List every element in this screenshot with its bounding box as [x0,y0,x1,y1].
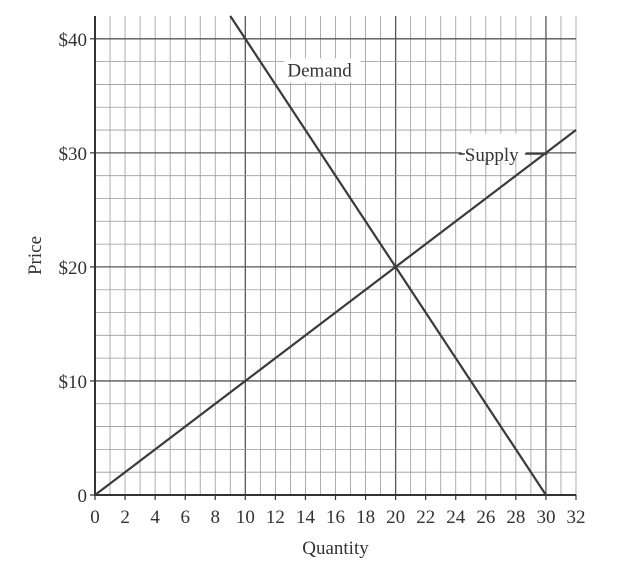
y-axis-label: Price [25,236,46,275]
x-tick-label: 24 [446,507,466,528]
x-tick-label: 10 [236,507,255,528]
x-tick-label: 14 [296,507,316,528]
grid [94,16,577,496]
y-tick-label: $10 [59,372,88,393]
y-tick-label: 0 [78,486,88,507]
demand-curve [229,15,547,496]
x-tick-label: 22 [416,507,435,528]
x-tick-label: 30 [536,507,555,528]
x-tick-label: 6 [180,507,190,528]
x-tick-label: 20 [386,507,405,528]
demand-label: Demand [287,60,352,81]
y-tick-label: $30 [59,144,88,165]
y-tick-label: $20 [59,258,88,279]
axes [90,16,577,500]
x-axis-label: Quantity [302,538,369,559]
x-tick-label: 4 [150,507,160,528]
y-tick-label: $40 [59,30,88,51]
x-tick-label: 32 [567,507,586,528]
x-tick-label: 28 [506,507,525,528]
supply-curve [94,129,577,496]
x-tick-label: 16 [326,507,345,528]
series-layer [94,15,577,496]
tick-labels: 0 2 4 6 8 10 12 14 16 18 20 22 24 26 28 30 320$10$20$30$… [59,30,586,528]
x-tick-label: 12 [266,507,285,528]
x-tick-label: 2 [120,507,130,528]
x-tick-label: 18 [356,507,375,528]
x-tick-label: 26 [476,507,495,528]
x-tick-label: 0 [90,507,100,528]
curve-labels: Demand Supply [284,58,548,166]
supply-label: Supply [465,145,519,166]
label-background [284,58,361,83]
label-background [461,133,526,158]
x-tick-label: 8 [211,507,221,528]
